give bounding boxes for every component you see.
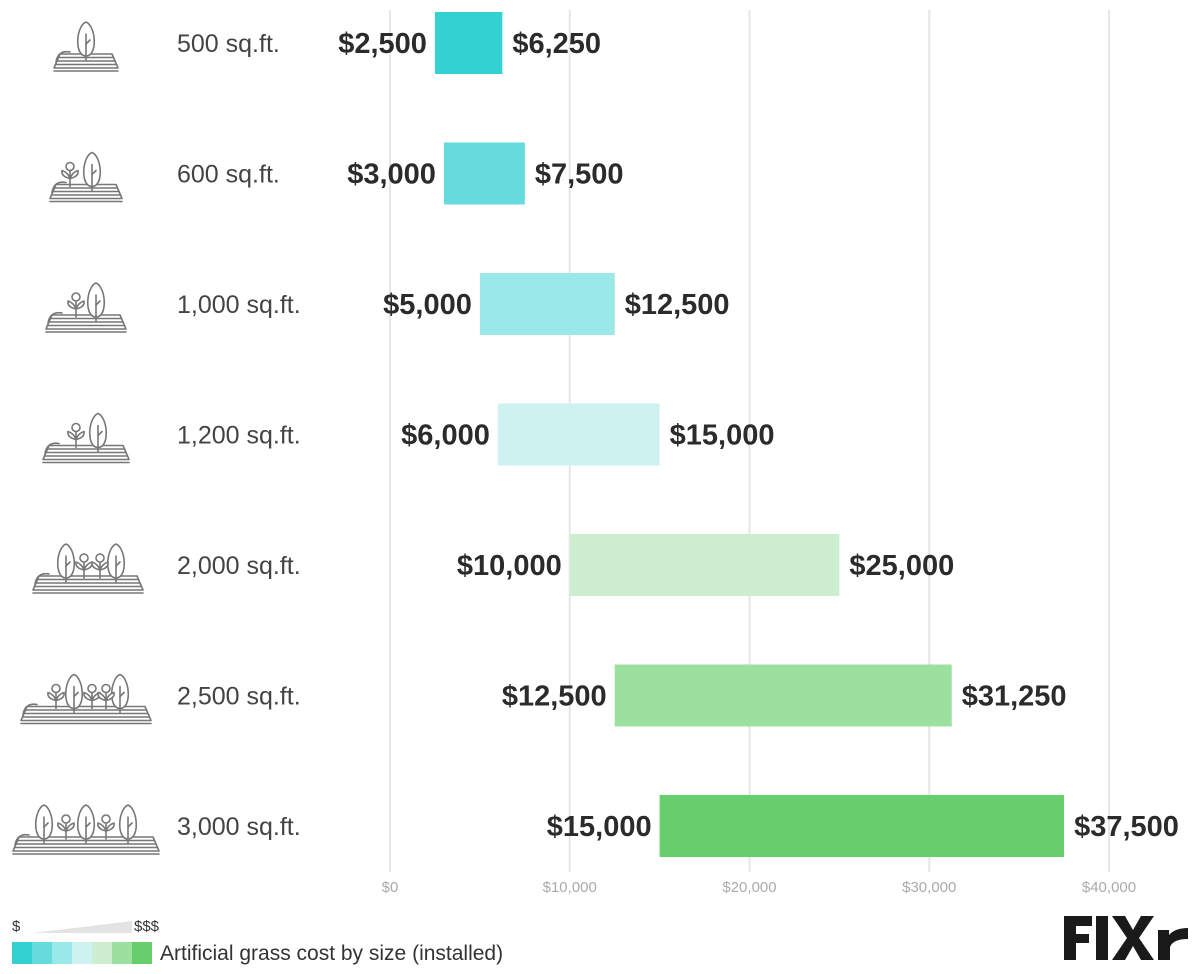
- value-labels: $2,500 $6,250 $3,000 $7,500 $5,000 $12,500 $6,…: [338, 28, 1179, 843]
- high-value-label: $7,500: [535, 159, 624, 191]
- category-label: 600 sq.ft.: [177, 161, 280, 189]
- low-value-label: $2,500: [338, 28, 427, 60]
- legend-swatch: [112, 942, 132, 964]
- range-bar: [443, 142, 525, 205]
- legend-swatch: [52, 942, 72, 964]
- category-label: 1,200 sq.ft.: [177, 422, 301, 450]
- category-label: 2,000 sq.ft.: [177, 552, 301, 580]
- low-value-label: $6,000: [401, 420, 490, 452]
- legend-title: Artificial grass cost by size (installed…: [160, 942, 504, 965]
- low-value-label: $15,000: [547, 811, 652, 843]
- range-bar: [659, 795, 1065, 857]
- range-bar: [497, 403, 660, 466]
- x-tick-label: $10,000: [543, 879, 597, 896]
- lawn-3-trees-2-sprouts-icon: [20, 673, 152, 725]
- x-axis-ticks: $0 $10,000 $20,000 $30,000 $40,000: [382, 879, 1136, 896]
- legend-cost-ramp: [32, 921, 132, 933]
- high-value-label: $25,000: [849, 550, 954, 582]
- lawn-icons: [12, 21, 160, 855]
- grid-lines: [389, 10, 1110, 872]
- low-value-label: $5,000: [383, 289, 472, 321]
- low-value-label: $12,500: [502, 681, 607, 713]
- range-bar: [479, 273, 615, 335]
- lawn-2-trees-2-sprouts-icon: [32, 543, 144, 594]
- range-bar: [434, 12, 503, 74]
- lawn-1-tree-1-sprout-icon: [45, 282, 127, 333]
- high-value-label: $12,500: [625, 289, 730, 321]
- category-label: 500 sq.ft.: [177, 30, 280, 58]
- range-bar: [569, 534, 840, 596]
- lawn-1-tree-icon: [53, 21, 119, 72]
- category-label: 3,000 sq.ft.: [177, 813, 301, 841]
- x-tick-label: $30,000: [902, 879, 956, 896]
- category-labels: 500 sq.ft. 600 sq.ft. 1,000 sq.ft. 1,200 sq…: [177, 30, 301, 841]
- high-value-label: $15,000: [670, 420, 775, 452]
- lawn-3-trees-3-sprouts-icon: [12, 804, 160, 855]
- legend-low-label: $: [12, 918, 21, 935]
- legend-swatch: [92, 942, 112, 964]
- high-value-label: $6,250: [512, 28, 601, 60]
- legend-swatch: [12, 942, 32, 964]
- low-value-label: $10,000: [457, 550, 562, 582]
- lawn-1-tree-1-sprout-icon: [42, 412, 130, 464]
- legend-swatch: [72, 942, 92, 964]
- x-tick-label: $20,000: [722, 879, 776, 896]
- high-value-label: $31,250: [962, 681, 1067, 713]
- legend-high-label: $$$: [134, 918, 160, 935]
- range-bar: [614, 664, 952, 727]
- x-tick-label: $0: [382, 879, 399, 896]
- lawn-1-tree-1-sprout-icon: [49, 151, 123, 203]
- low-value-label: $3,000: [347, 159, 436, 191]
- fixr-logo: [1064, 916, 1188, 960]
- range-bars: [434, 12, 1065, 857]
- legend-swatch: [132, 942, 152, 964]
- legend-swatch: [32, 942, 52, 964]
- legend: $ $$$ Artificial grass cost by size (ins…: [10, 916, 610, 972]
- category-label: 1,000 sq.ft.: [177, 291, 301, 319]
- category-label: 2,500 sq.ft.: [177, 683, 301, 711]
- high-value-label: $37,500: [1074, 811, 1179, 843]
- legend-swatches: [12, 942, 152, 964]
- x-tick-label: $40,000: [1082, 879, 1136, 896]
